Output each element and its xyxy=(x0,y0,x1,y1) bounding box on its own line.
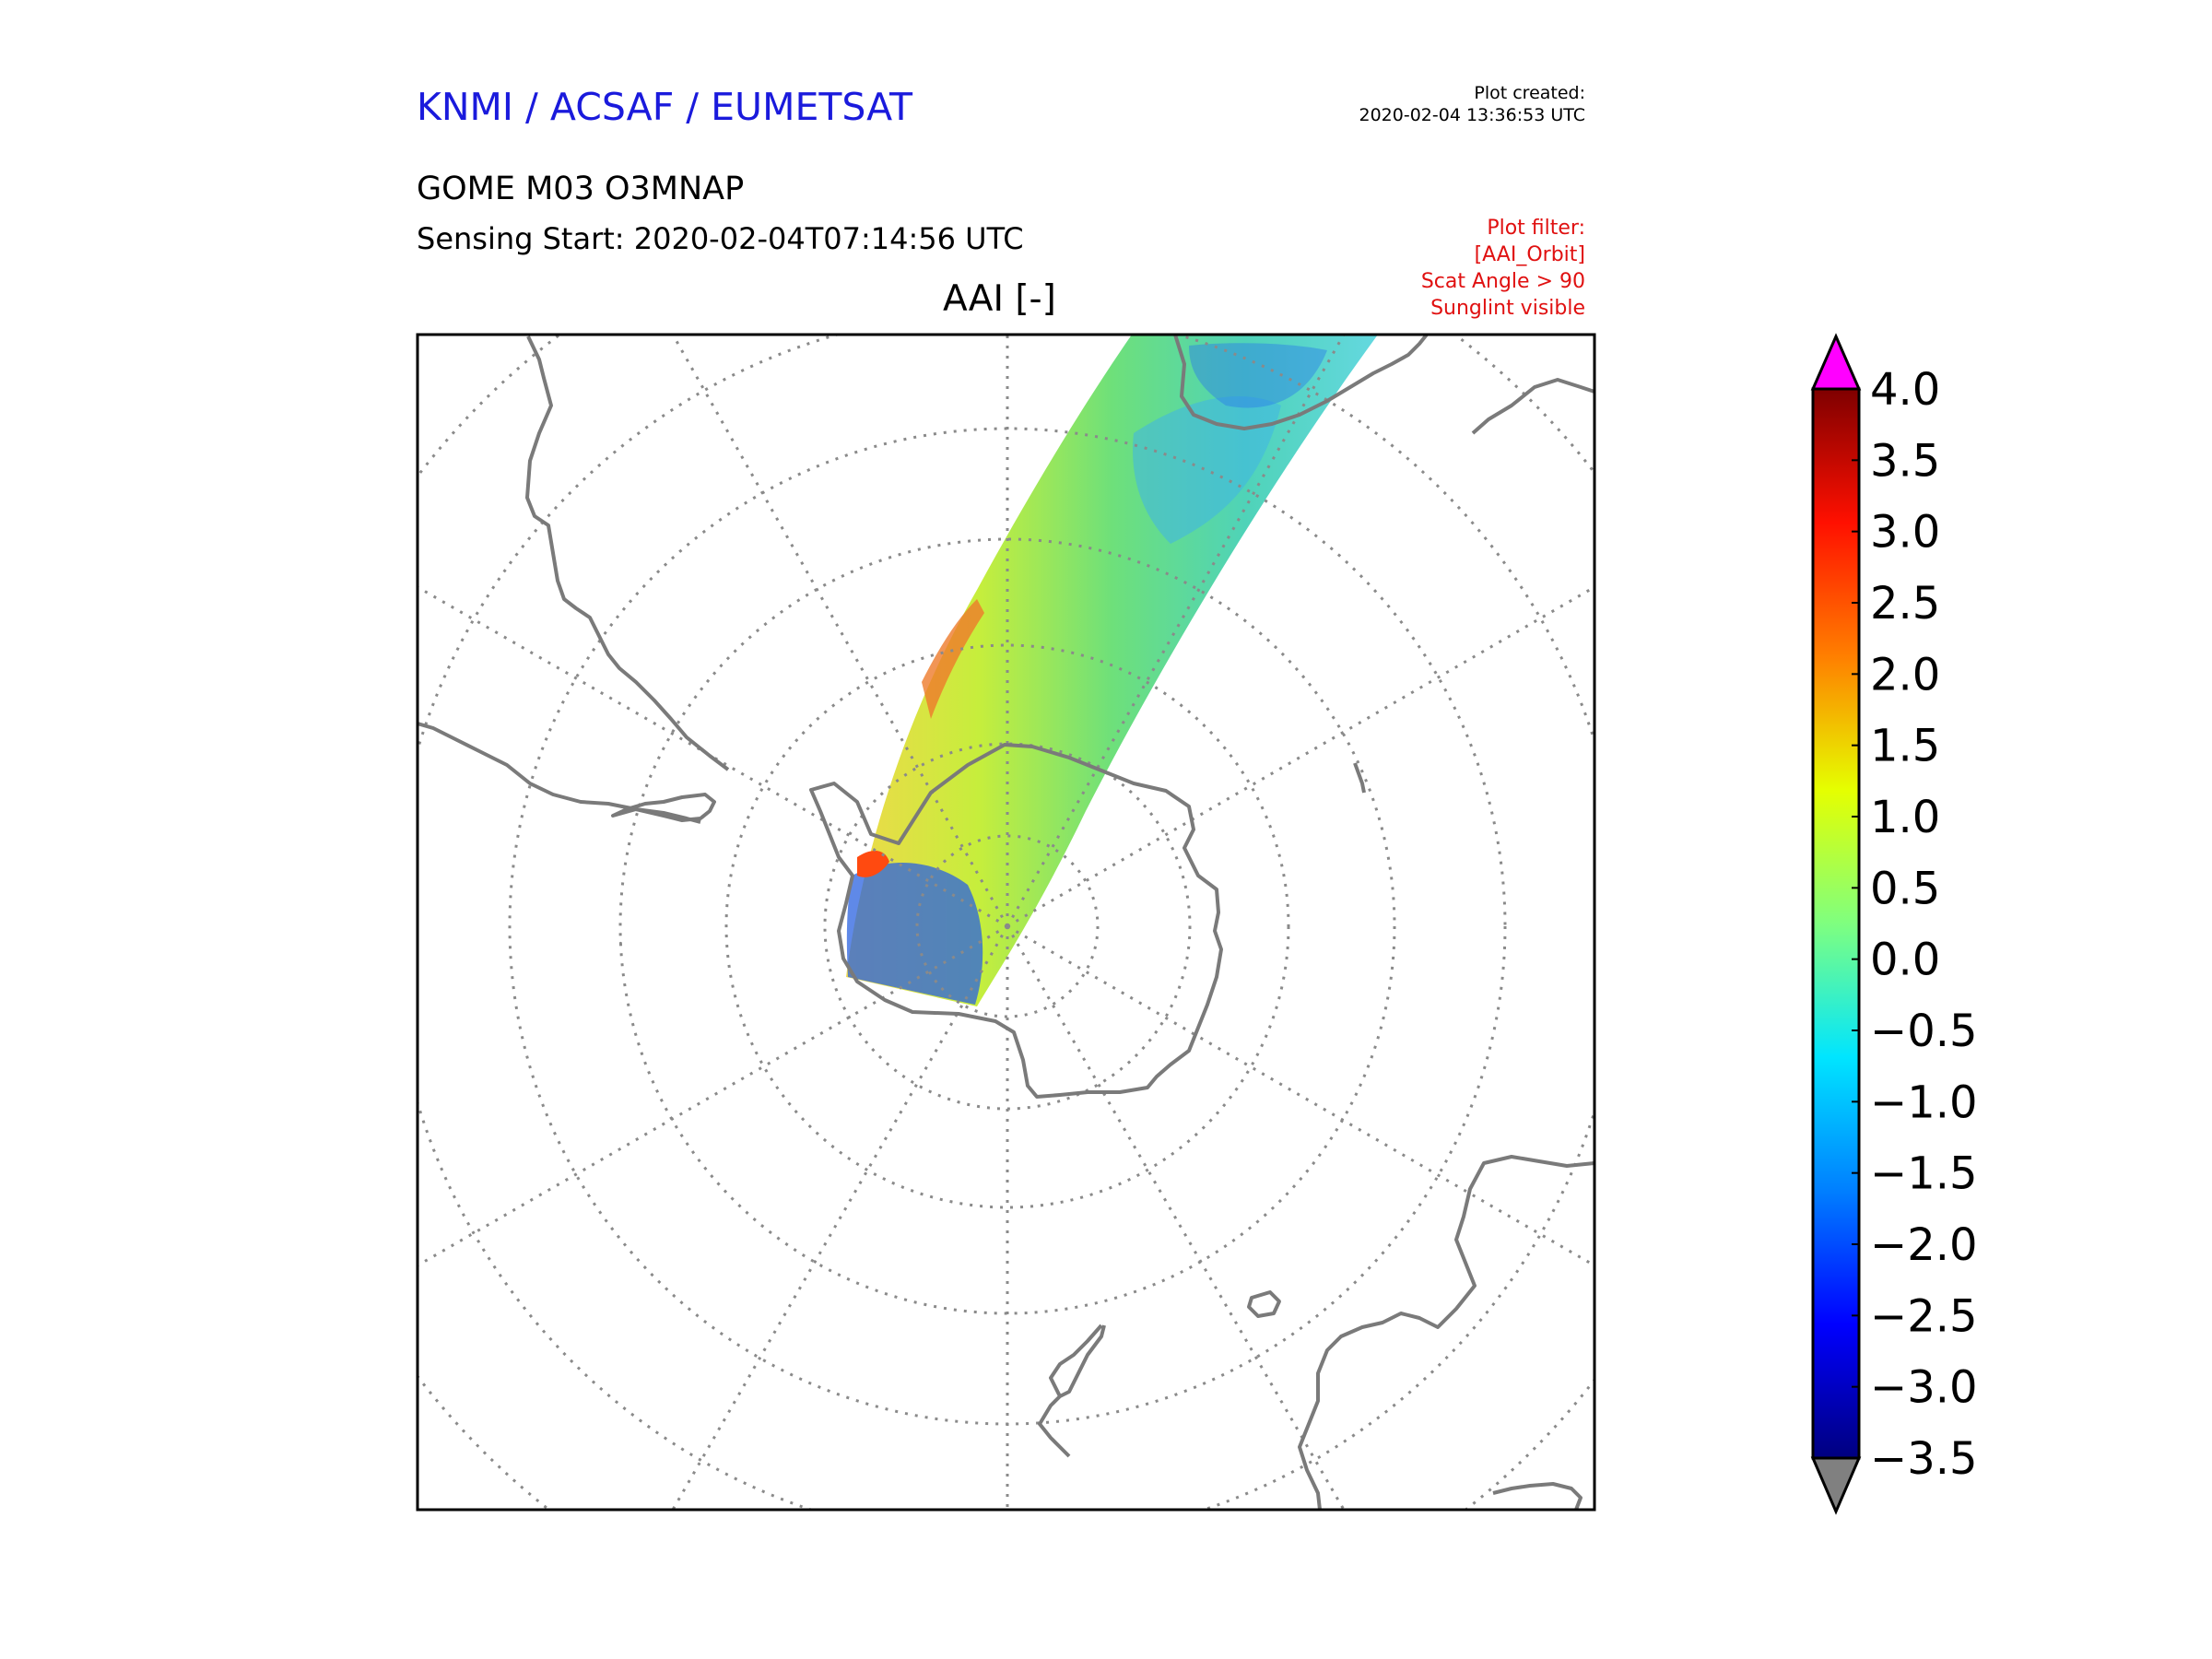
plot-filter-item: Sunglint visible xyxy=(1430,297,1585,320)
org-title: KNMI / ACSAF / EUMETSAT xyxy=(417,85,913,129)
africa-coast xyxy=(1173,335,1429,430)
latitude-circle xyxy=(724,643,1290,1209)
colorbar-tick-label: −2.0 xyxy=(1870,1219,1978,1271)
antarctica-coast xyxy=(809,743,1223,1099)
aai-swath-blue-patch xyxy=(1133,396,1281,544)
tasmania-coast xyxy=(1492,1482,1583,1510)
meridian-line xyxy=(418,585,1008,928)
colorbar-tick-label: 4.0 xyxy=(1870,364,1940,416)
map-area xyxy=(418,335,1594,1510)
aai-swath-low-values xyxy=(846,863,983,1005)
sub-antarctic-island xyxy=(1247,1290,1281,1318)
latitude-circle xyxy=(618,537,1396,1315)
graticule xyxy=(418,335,1594,1510)
aai-swath-high-values xyxy=(857,851,889,877)
product-title: GOME M03 O3MNAP xyxy=(417,171,745,207)
map-frame xyxy=(416,333,1596,1512)
colorbar-ticks: 4.0 3.5 3.0 2.5 2.0 1.5 1.0 0.5 0.0 −0.5 −1.0 −1.5 −… xyxy=(1852,364,1978,1485)
colorbar-tick-label: 0.5 xyxy=(1870,863,1940,914)
new-zealand-coast xyxy=(1038,1324,1106,1458)
map-title: AAI [-] xyxy=(943,278,1056,320)
colorbar-tick-label: 2.0 xyxy=(1870,649,1940,700)
aai-swath-blue-patch xyxy=(1189,343,1327,408)
meridian-line xyxy=(671,925,1009,1510)
meridian-line xyxy=(1006,585,1594,928)
meridian-line xyxy=(418,924,1008,1267)
colorbar-tick-label: −3.0 xyxy=(1870,1362,1978,1414)
colorbar-tick-label: 1.0 xyxy=(1870,792,1940,843)
plot-filter-heading: Plot filter: xyxy=(1487,217,1585,240)
colorbar-bar xyxy=(1811,387,1861,1460)
aai-swath xyxy=(846,335,1378,1006)
colorbar-under-arrow xyxy=(1810,1456,1862,1515)
colorbar-tick-label: −1.0 xyxy=(1870,1077,1978,1128)
meridian-line xyxy=(1006,335,1346,927)
colorbar-tick-label: 3.5 xyxy=(1870,435,1940,487)
meridian-line xyxy=(1006,924,1594,1267)
colorbar-tick-label: 0.0 xyxy=(1870,935,1940,986)
australia-coast xyxy=(1298,1155,1594,1510)
colorbar-tick-label: 2.5 xyxy=(1870,578,1940,629)
colorbar-over-arrow xyxy=(1810,333,1862,391)
plot-filter-item: Scat Angle > 90 xyxy=(1420,270,1585,293)
meridian-line xyxy=(1006,925,1346,1510)
colorbar-tick-label: −3.5 xyxy=(1870,1433,1978,1485)
colorbar-tick-label: 3.0 xyxy=(1870,507,1940,559)
latitude-circle xyxy=(915,834,1100,1018)
south-america-coast xyxy=(418,335,730,824)
sensing-start: Sensing Start: 2020-02-04T07:14:56 UTC xyxy=(417,221,1024,256)
coastlines xyxy=(418,335,1594,1510)
tierra-del-fuego xyxy=(611,793,716,822)
colorbar-tick-label: 1.5 xyxy=(1870,721,1940,772)
plot-created-time: 2020-02-04 13:36:53 UTC xyxy=(1359,105,1586,125)
aai-swath-orange-edge xyxy=(922,599,984,719)
madagascar-coast xyxy=(1471,378,1594,435)
colorbar-tick-label: −0.5 xyxy=(1870,1006,1978,1057)
colorbar: 4.0 3.5 3.0 2.5 2.0 1.5 1.0 0.5 0.0 −0.5 −1.0 −1.5 −… xyxy=(1810,333,1978,1515)
sub-antarctic-island xyxy=(1353,762,1366,794)
plot-created-label: Plot created: xyxy=(1474,83,1585,103)
colorbar-tick-label: −1.5 xyxy=(1870,1148,1978,1200)
plot-filter-item: [AAI_Orbit] xyxy=(1474,243,1585,266)
meridian-line xyxy=(671,335,1009,927)
colorbar-tick-label: −2.5 xyxy=(1870,1290,1978,1342)
